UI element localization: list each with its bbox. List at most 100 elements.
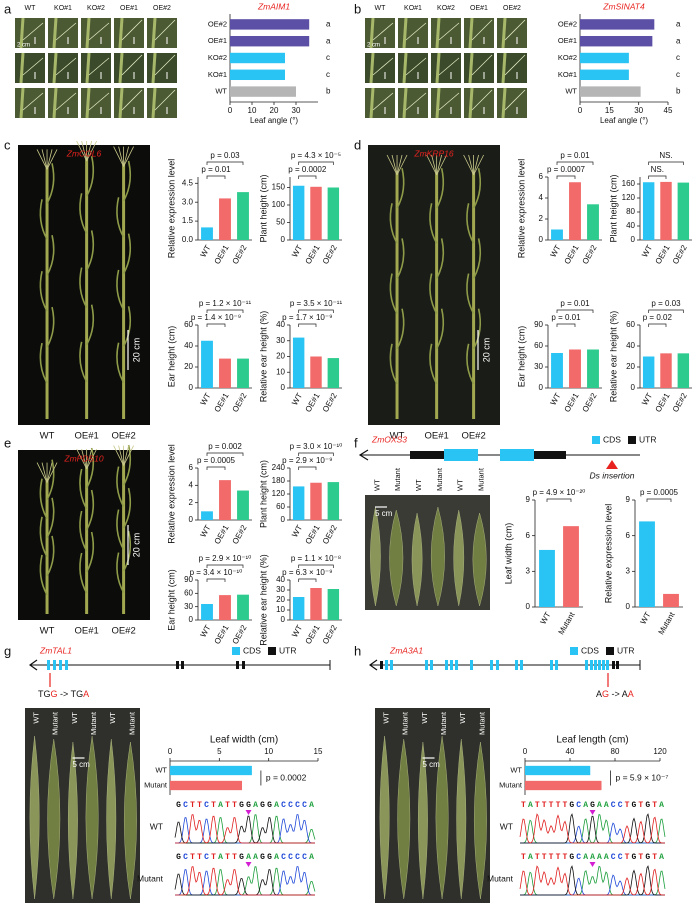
mutation-part: TG <box>38 689 51 699</box>
y-axis-label: Ear height (cm) <box>516 326 526 388</box>
plant-leaf <box>39 342 48 384</box>
photo <box>48 88 78 118</box>
p-bracket <box>648 175 667 179</box>
photo-stem <box>19 87 25 119</box>
sequence-base: C <box>295 801 300 810</box>
y-tick-label: 160 <box>622 179 636 188</box>
photo-leaf <box>88 57 110 76</box>
photo-leaf <box>121 54 143 76</box>
plant-leaf <box>122 487 132 529</box>
sequence-base: T <box>190 801 195 810</box>
bar <box>292 597 305 620</box>
y-tick-label: 9 <box>526 495 531 504</box>
p-bracket <box>646 498 672 502</box>
photo-column-label: OE#2 <box>153 5 171 12</box>
photo <box>48 18 78 48</box>
photo-leaf <box>372 22 394 41</box>
exon-cds <box>53 660 56 670</box>
y-tick-label: KO#1 <box>208 70 227 79</box>
x-axis-label: Leaf length (cm) <box>556 735 628 746</box>
photo <box>431 18 461 48</box>
y-axis-label: Ear height (cm) <box>166 569 176 631</box>
photo-column-label: WT <box>420 712 429 724</box>
photo-leaf <box>372 57 394 76</box>
sequence-base: T <box>535 853 540 862</box>
p-value: p = 1.7 × 10⁻⁹ <box>282 313 332 322</box>
y-tick-label: OE#2 <box>208 19 227 28</box>
photo-column-label: Mutant <box>477 711 486 735</box>
photo-column-label: Mutant <box>439 711 448 735</box>
photo-stem <box>118 17 124 49</box>
plant-label: WT <box>390 431 405 442</box>
x-axis-label: Leaf angle (°) <box>600 116 648 125</box>
y-tick-label: 10 <box>276 605 285 614</box>
significance-letter: c <box>326 53 330 62</box>
y-tick-label: Mutant <box>499 780 523 789</box>
sequence-base: C <box>302 801 307 810</box>
y-tick-label: 60 <box>534 341 543 350</box>
y-tick-label: 90 <box>184 575 193 584</box>
panel-letter: a <box>4 1 12 16</box>
x-tick-label: 40 <box>566 747 575 756</box>
y-tick-label: 0 <box>626 602 631 611</box>
legend-swatch <box>606 647 614 655</box>
plant-leaf <box>466 203 475 244</box>
plant-leaf <box>116 342 125 384</box>
sequence-base: T <box>225 801 230 810</box>
bar <box>237 358 249 388</box>
sequence-base: C <box>611 853 616 862</box>
photo-column-label: WT <box>375 5 387 12</box>
photo <box>15 53 45 83</box>
plant-leaf <box>435 238 445 279</box>
sequence-base: A <box>604 801 609 810</box>
mutation-part: A <box>83 689 89 699</box>
plant-tassel <box>86 448 97 470</box>
y-tick-label: 120 <box>622 193 636 202</box>
photo-column-label: Mutant <box>393 467 402 491</box>
plant-tassel <box>36 149 48 170</box>
y-tick-label: 10 <box>276 367 285 376</box>
bar <box>551 229 563 240</box>
photo-stem <box>52 87 58 119</box>
y-tick-label: 3 <box>526 566 531 575</box>
leaf <box>418 741 428 900</box>
y-tick-label: 40 <box>184 341 193 350</box>
photo-stem <box>402 87 408 119</box>
p-value: p = 4.3 × 10⁻⁵ <box>291 151 341 160</box>
sequence-base: A <box>659 853 664 862</box>
bar <box>569 349 581 388</box>
sequence-base: T <box>625 801 630 810</box>
photo-stem <box>402 52 408 84</box>
y-tick-label: 4 <box>539 193 544 202</box>
bar <box>219 358 231 388</box>
sequence-base: C <box>618 853 623 862</box>
plant-tassel <box>396 154 408 176</box>
y-tick-label: 6 <box>189 463 194 472</box>
leaf <box>370 506 381 607</box>
sequence-base: C <box>611 801 616 810</box>
sequence-base: G <box>267 853 272 862</box>
photo-leaf <box>154 54 176 76</box>
significance-letter: a <box>676 20 681 29</box>
plant-leaf <box>46 535 55 577</box>
photo-leaf <box>438 22 460 41</box>
y-tick-label: 9 <box>626 495 631 504</box>
photo-leaf <box>438 92 460 111</box>
y-tick-label: 20 <box>184 362 193 371</box>
mutation-part: -> TG <box>58 689 84 699</box>
plant-tassel <box>123 146 134 167</box>
mutation-marker <box>589 810 596 815</box>
exon-cds <box>606 660 609 670</box>
scale-bar-label: 5 cm <box>423 760 441 769</box>
bar <box>587 349 599 388</box>
x-axis-label: Leaf angle (°) <box>250 116 298 125</box>
sequence-base: G <box>590 801 595 810</box>
sequence-base: T <box>638 853 643 862</box>
significance-letter: b <box>326 87 331 96</box>
plant-tassel <box>36 462 48 483</box>
y-tick-label: KO#2 <box>208 53 227 62</box>
plant-leaf <box>116 269 125 311</box>
plant-tassel <box>431 154 438 176</box>
exon-cds <box>520 660 523 670</box>
plant-tassel <box>81 140 88 162</box>
